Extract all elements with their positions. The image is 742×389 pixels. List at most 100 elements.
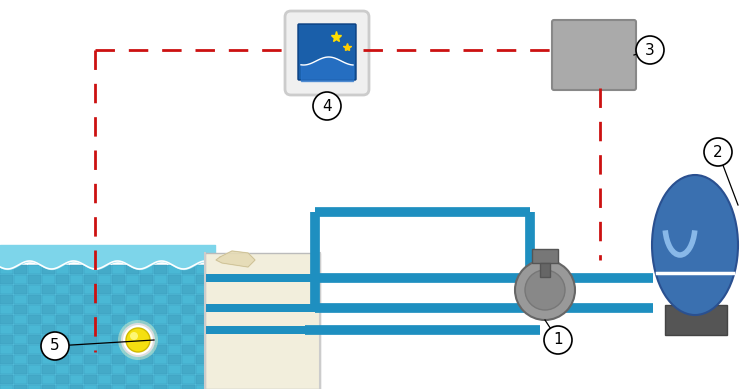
Bar [28,375,41,384]
Bar [154,375,167,384]
Bar [0,305,13,314]
Circle shape [130,332,138,340]
Bar [28,345,41,354]
Bar [140,365,153,374]
FancyBboxPatch shape [552,20,636,90]
Bar [14,275,27,284]
Bar [56,355,69,364]
Bar [70,355,83,364]
Bar [210,265,223,274]
Bar [182,345,195,354]
Bar [14,315,27,324]
Bar [70,315,83,324]
Bar [182,305,195,314]
Circle shape [126,328,150,352]
Bar [168,295,181,304]
Bar [182,375,195,384]
Bar [56,335,69,344]
Bar [0,365,13,374]
Bar [196,285,209,294]
Bar [56,385,69,389]
Bar [196,345,209,354]
Bar [196,365,209,374]
Bar [42,295,55,304]
Bar [0,355,13,364]
Bar [56,345,69,354]
Bar [126,335,139,344]
Bar [112,365,125,374]
Bar [56,365,69,374]
Bar [42,305,55,314]
Bar [112,315,125,324]
Bar [28,305,41,314]
FancyBboxPatch shape [285,11,369,95]
Bar [28,325,41,334]
Bar [14,265,27,274]
Bar [196,275,209,284]
Bar [168,315,181,324]
Bar [98,265,111,274]
Bar [56,315,69,324]
Bar [14,365,27,374]
Bar [210,385,223,389]
Bar [140,295,153,304]
Bar [28,265,41,274]
Bar [168,275,181,284]
Bar [112,265,125,274]
Bar [42,265,55,274]
Bar [196,295,209,304]
Bar [70,295,83,304]
Bar [70,385,83,389]
Bar [126,365,139,374]
Bar [14,325,27,334]
Bar [42,275,55,284]
Bar [0,325,13,334]
Bar [112,355,125,364]
Bar [14,375,27,384]
Bar [210,285,223,294]
Bar [98,305,111,314]
Bar [70,335,83,344]
Bar [98,315,111,324]
Bar [168,335,181,344]
Bar [70,305,83,314]
Bar [84,275,97,284]
Bar [84,325,97,334]
Bar [196,305,209,314]
Bar [168,365,181,374]
Bar [0,345,13,354]
Bar [56,275,69,284]
Bar [0,315,13,324]
Bar [140,305,153,314]
Bar [168,385,181,389]
Bar [210,375,223,384]
Bar [14,345,27,354]
Bar [182,365,195,374]
Bar [168,345,181,354]
Bar [84,285,97,294]
Bar [196,335,209,344]
Circle shape [118,320,158,360]
Bar [42,335,55,344]
Bar [42,385,55,389]
Bar [56,375,69,384]
Circle shape [122,324,154,356]
Bar [98,345,111,354]
Bar [112,375,125,384]
Bar [98,285,111,294]
Bar [210,365,223,374]
Bar [42,345,55,354]
Bar [210,345,223,354]
Bar [84,375,97,384]
Bar [154,385,167,389]
Bar [98,275,111,284]
Circle shape [515,260,575,320]
Bar [42,325,55,334]
Bar [154,265,167,274]
Bar [28,285,41,294]
Bar [56,325,69,334]
Bar [168,325,181,334]
Bar [0,275,13,284]
Bar [112,325,125,334]
Bar [154,325,167,334]
